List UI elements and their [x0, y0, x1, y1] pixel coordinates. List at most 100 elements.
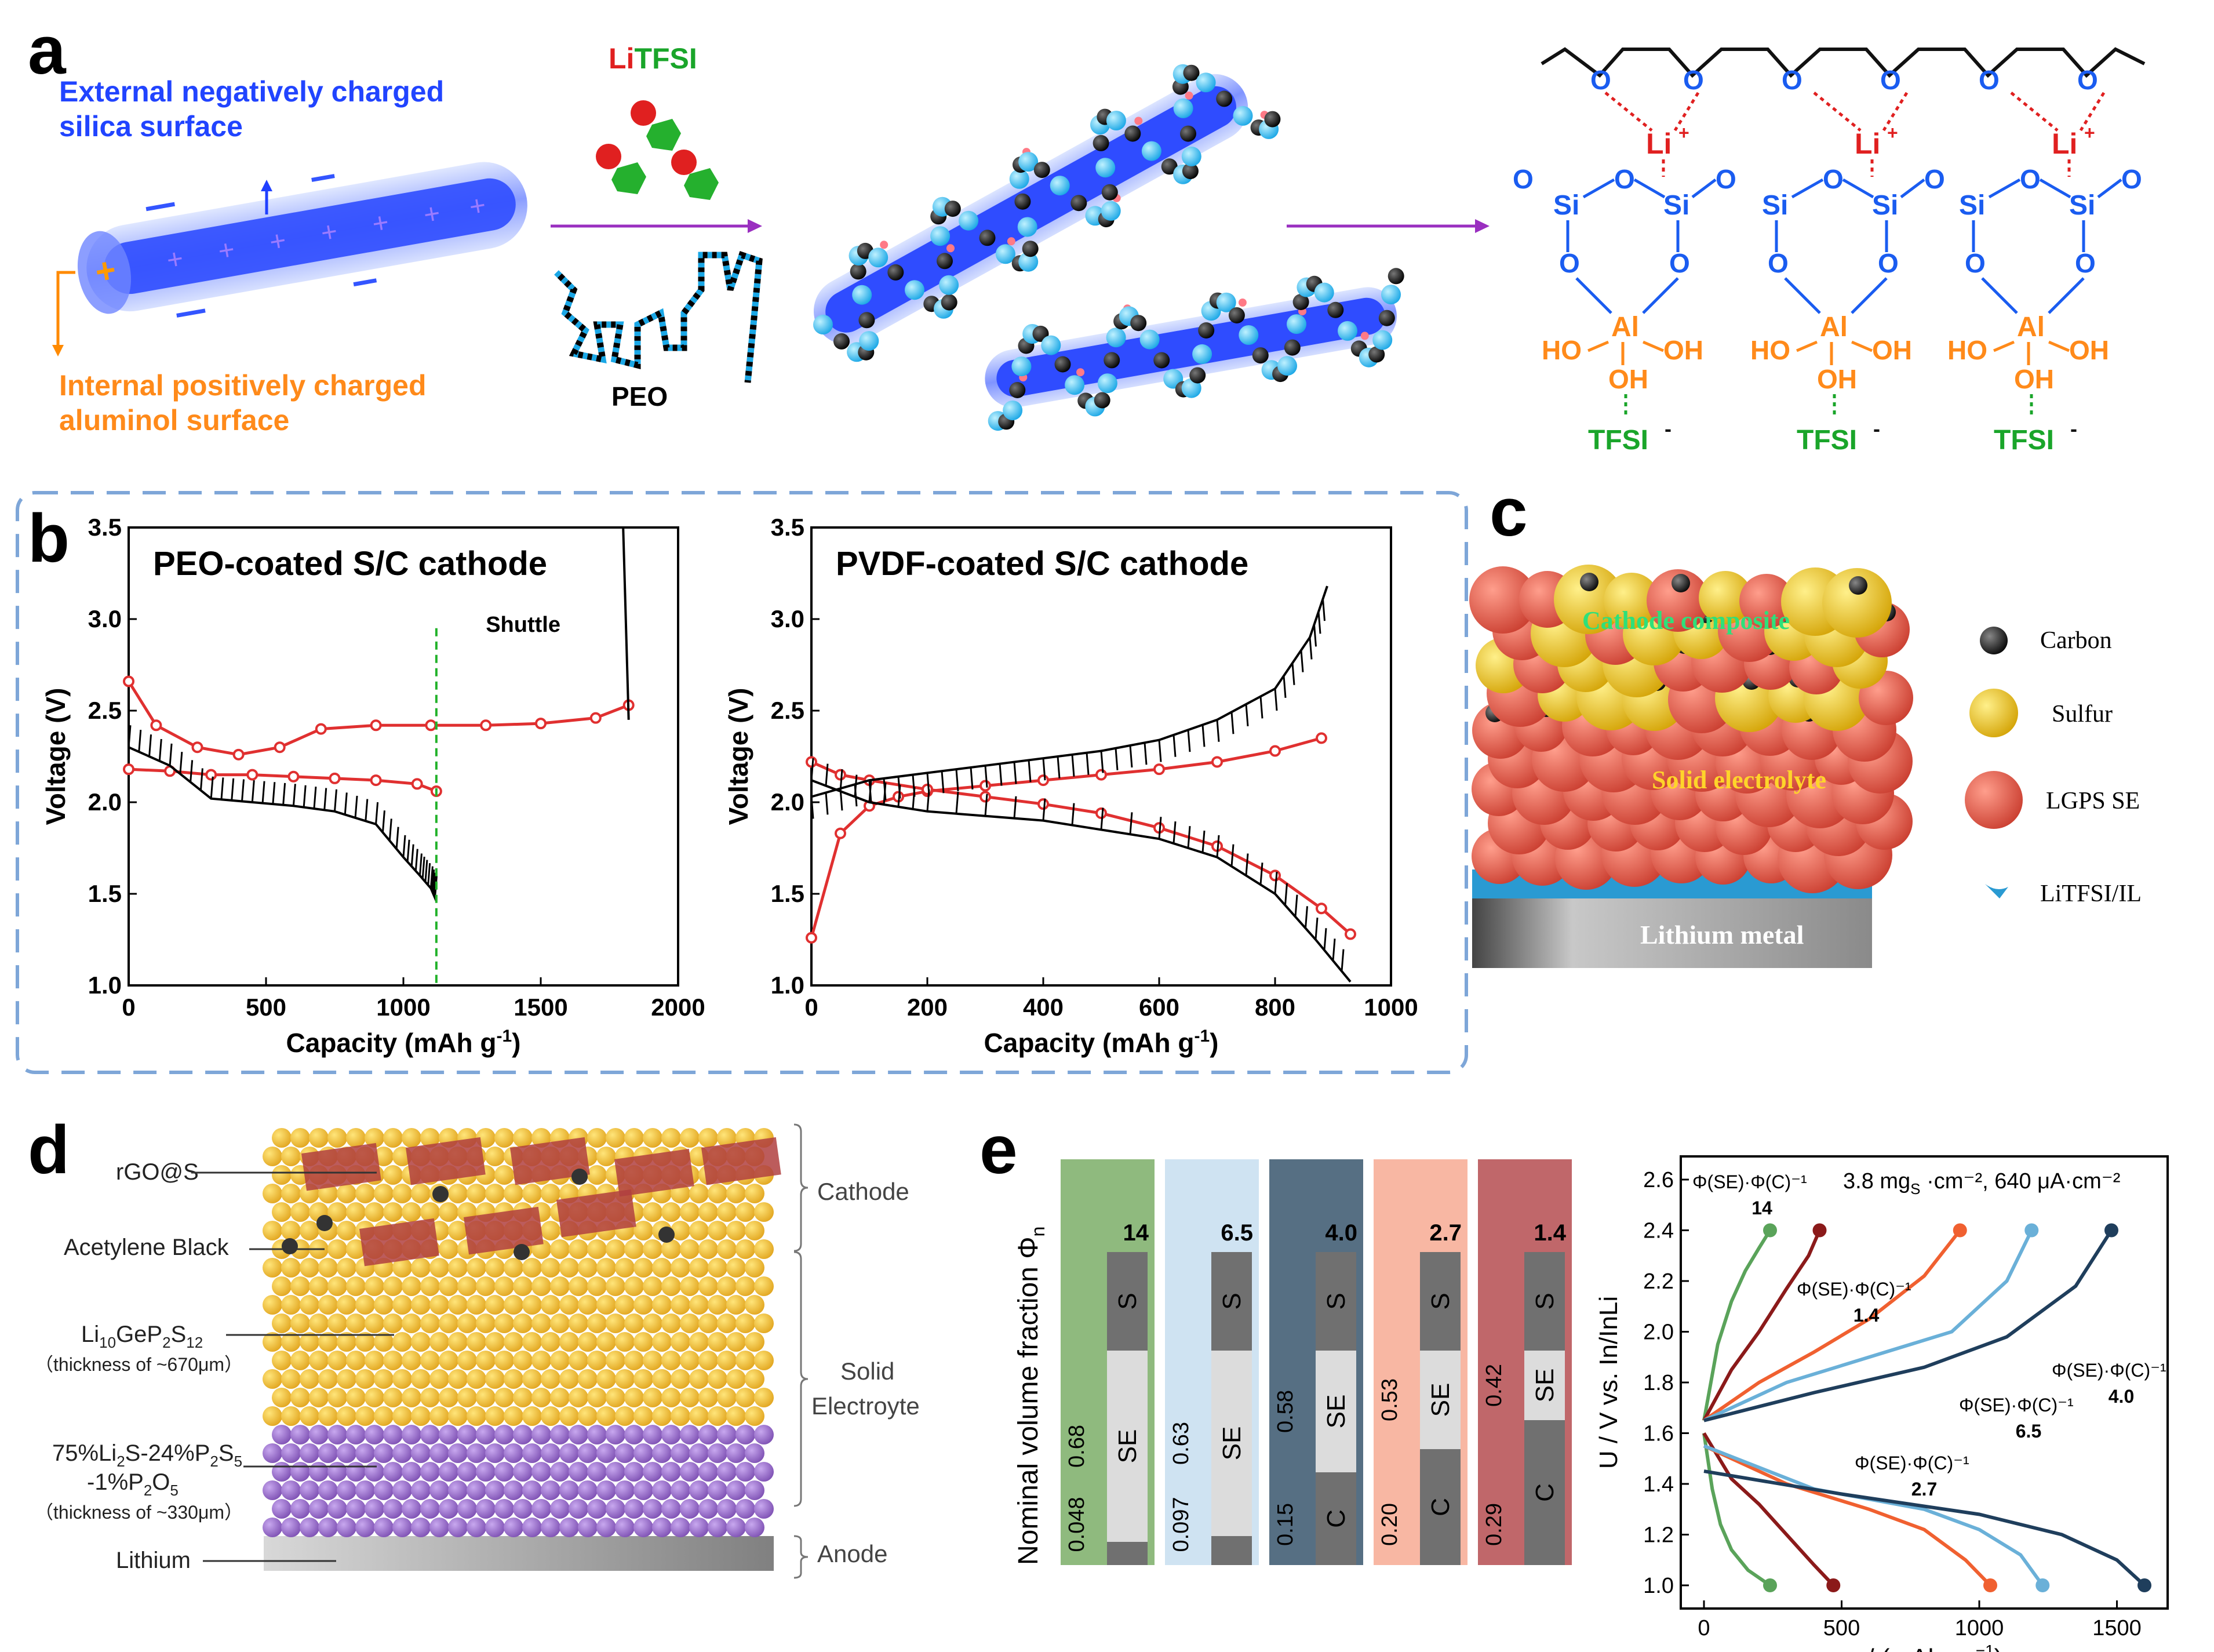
lgps-particle: [420, 1388, 440, 1407]
lgps-particle: [596, 1147, 616, 1166]
li-ion-dot: [946, 244, 955, 253]
lgps-particle: [383, 1351, 403, 1370]
series-curve: [1703, 1444, 1992, 1587]
internal-label-line2: aluminol surface: [59, 404, 289, 436]
oxygen-atom: O: [2121, 164, 2142, 194]
lps-particle: [698, 1425, 718, 1444]
y-tick-label: 2.4: [1643, 1219, 1674, 1243]
lgps-particle: [439, 1351, 458, 1370]
lgps-particle: [448, 1369, 468, 1389]
lps-particle: [383, 1462, 403, 1482]
aluminum-atom: Al: [1820, 312, 1848, 343]
lgps-particle: [411, 1406, 431, 1426]
lgps-particle: [708, 1184, 727, 1203]
lgps-particle: [550, 1313, 570, 1333]
lgps-particle: [643, 1239, 662, 1259]
lgps-particle: [596, 1258, 616, 1278]
lgps-particle: [578, 1258, 598, 1278]
lgps-particle: [1469, 566, 1536, 634]
sawtooth-segment: [158, 738, 162, 762]
sawtooth-segment: [179, 751, 183, 774]
sulfur-particle: [1822, 568, 1892, 638]
data-point: [1345, 928, 1356, 940]
sawtooth-segment: [1013, 796, 1017, 818]
data-point: [123, 763, 134, 776]
lgps-particle: [735, 1239, 755, 1259]
sawtooth-segment: [1274, 688, 1278, 711]
lgps-particle: [485, 1147, 505, 1166]
lgps-label: Li10GeP2S12: [81, 1322, 203, 1351]
lgps-particle: [327, 1128, 347, 1148]
lgps-particle: [671, 1295, 690, 1315]
data-point: [835, 827, 846, 839]
lps-particle: [504, 1518, 523, 1537]
series-annotation-value: 1.4: [1854, 1305, 1880, 1326]
series-end-marker: [2035, 1578, 2050, 1592]
lgps-particle: [680, 1388, 700, 1407]
lgps-particle: [392, 1332, 412, 1352]
sawtooth-segment: [282, 783, 286, 805]
chart-title: PVDF-coated S/C cathode: [836, 545, 1248, 583]
lgps-particle: [587, 1351, 607, 1370]
lgps-particle: [615, 1369, 635, 1389]
li-ion-dot: [880, 241, 888, 249]
lgps-particle: [411, 1184, 431, 1203]
lgps-particle: [290, 1313, 310, 1333]
polymer-bead: [979, 230, 996, 246]
polymer-bead: [930, 226, 951, 246]
data-point: [205, 769, 217, 781]
lgps-particle: [698, 1276, 718, 1296]
lithium-ion: Li: [1855, 128, 1880, 160]
hydroxyl: OH: [1872, 335, 1912, 365]
lps-particle: [318, 1443, 338, 1463]
lps-particle: [671, 1443, 690, 1463]
lps-particle: [615, 1443, 635, 1463]
lgps-particle: [504, 1184, 523, 1203]
sawtooth-segment: [427, 863, 431, 886]
lgps-particle: [615, 1332, 635, 1352]
lgps-particle: [550, 1276, 570, 1296]
lgps-particle: [624, 1313, 644, 1333]
lgps-particle: [402, 1313, 421, 1333]
series-end-marker: [1763, 1578, 1777, 1592]
lgps-particle: [318, 1295, 338, 1315]
lps-particle: [717, 1462, 737, 1482]
x-tick-label: 1500: [2092, 1616, 2142, 1640]
rgo-label: rGO@S: [116, 1159, 199, 1185]
lgps-particle: [717, 1202, 737, 1222]
charge-sign: -: [1873, 417, 1880, 441]
lgps-particle: [355, 1406, 375, 1426]
lps-particle: [457, 1425, 477, 1444]
sulfur-segment: [1316, 1252, 1356, 1351]
lps-particle: [652, 1443, 672, 1463]
polymer-bead: [1101, 201, 1121, 221]
lps-particle: [680, 1425, 700, 1444]
lgps-particle: [300, 1369, 319, 1389]
lgps-particle: [680, 1239, 700, 1259]
lgps-particle: [346, 1202, 366, 1222]
lgps-particle: [485, 1258, 505, 1278]
lps-particle: [355, 1518, 375, 1537]
lgps-particle: [272, 1165, 292, 1185]
polymer-bead: [1124, 125, 1141, 142]
series-annotation-value: 4.0: [2109, 1386, 2134, 1407]
polymer-bead: [1233, 105, 1253, 126]
lps-particle: [587, 1425, 607, 1444]
lps-particle: [569, 1499, 588, 1519]
lps-particle: [754, 1425, 774, 1444]
lps-particle: [745, 1518, 764, 1537]
li-ion-dot: [1360, 332, 1369, 340]
y-tick-label: 2.0: [88, 788, 122, 816]
lgps-particle: [504, 1406, 523, 1426]
sawtooth-segment: [984, 765, 988, 788]
lgps-particle: [522, 1258, 542, 1278]
x-tick-label: 2000: [651, 994, 705, 1021]
lithium-layer: [264, 1536, 774, 1571]
lps-particle: [300, 1480, 319, 1500]
region-anode: Anode: [817, 1540, 887, 1567]
lps-particle: [522, 1480, 542, 1500]
lps-particle: [559, 1480, 579, 1500]
polymer-bead: [1292, 294, 1309, 310]
se-segment: [1316, 1351, 1356, 1472]
lgps-particle: [735, 1202, 755, 1222]
